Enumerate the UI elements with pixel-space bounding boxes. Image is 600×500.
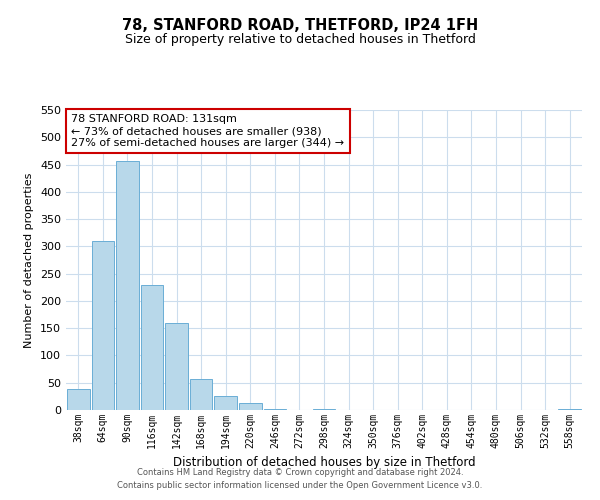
Bar <box>214 396 237 410</box>
Y-axis label: Number of detached properties: Number of detached properties <box>25 172 34 348</box>
Bar <box>116 160 139 410</box>
Text: Contains HM Land Registry data © Crown copyright and database right 2024.: Contains HM Land Registry data © Crown c… <box>137 468 463 477</box>
Bar <box>67 390 89 410</box>
Text: 78 STANFORD ROAD: 131sqm
← 73% of detached houses are smaller (938)
27% of semi-: 78 STANFORD ROAD: 131sqm ← 73% of detach… <box>71 114 344 148</box>
Bar <box>92 241 114 410</box>
Bar <box>165 322 188 410</box>
Bar <box>313 409 335 410</box>
Bar <box>140 285 163 410</box>
Bar <box>263 409 286 410</box>
Text: 78, STANFORD ROAD, THETFORD, IP24 1FH: 78, STANFORD ROAD, THETFORD, IP24 1FH <box>122 18 478 32</box>
Bar <box>559 409 581 410</box>
Text: Size of property relative to detached houses in Thetford: Size of property relative to detached ho… <box>125 32 475 46</box>
Bar <box>239 404 262 410</box>
Bar <box>190 379 212 410</box>
Text: Contains public sector information licensed under the Open Government Licence v3: Contains public sector information licen… <box>118 480 482 490</box>
X-axis label: Distribution of detached houses by size in Thetford: Distribution of detached houses by size … <box>173 456 475 469</box>
